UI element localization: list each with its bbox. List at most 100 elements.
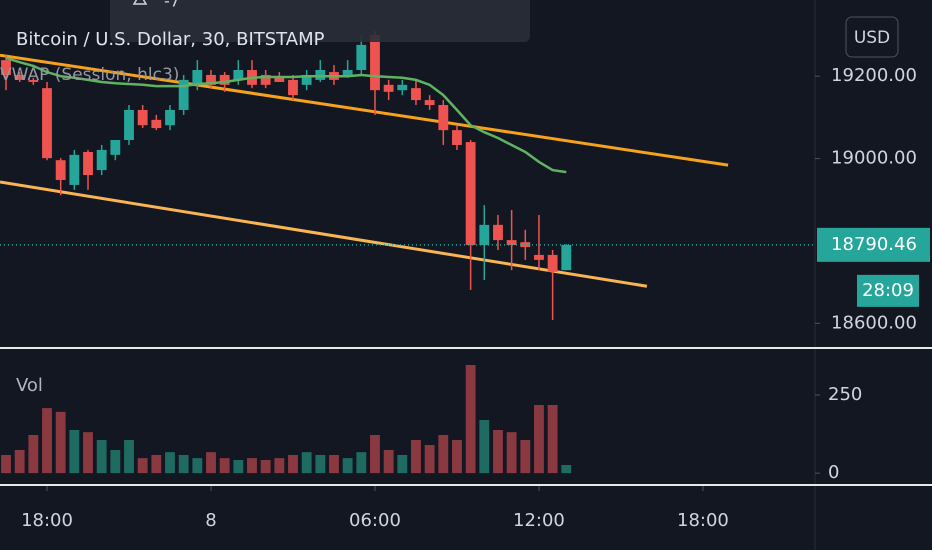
candle-body xyxy=(479,224,490,246)
volume-pane xyxy=(1,365,572,474)
volume-bar xyxy=(315,455,326,474)
volume-bar xyxy=(397,455,408,474)
volume-bar xyxy=(124,440,134,474)
candle-body xyxy=(397,84,408,91)
candle-body xyxy=(356,44,367,71)
candle-body xyxy=(288,79,298,96)
candle-body xyxy=(383,84,394,92)
volume-bar xyxy=(151,455,162,474)
y-tick-label: 19000.00 xyxy=(831,148,917,169)
volume-bar xyxy=(260,460,271,474)
volume-bar xyxy=(547,405,558,474)
candle-body xyxy=(260,74,271,85)
candle-body xyxy=(178,79,189,110)
candle-body xyxy=(151,119,162,129)
candle-body xyxy=(520,242,531,248)
candle-body xyxy=(55,160,66,180)
volume-bar xyxy=(165,452,175,474)
candle-body xyxy=(165,109,175,126)
volume-bar xyxy=(206,452,216,474)
volume-bar xyxy=(465,365,476,474)
tooltip-text: -7 xyxy=(164,0,180,11)
volume-bar xyxy=(342,458,353,474)
x-tick-label: 8 xyxy=(205,510,216,531)
volume-bar xyxy=(28,435,39,474)
candle-body xyxy=(465,142,476,246)
volume-bar xyxy=(506,432,517,474)
x-tick-label: 18:00 xyxy=(21,510,73,531)
currency-label[interactable]: USD xyxy=(854,28,890,48)
candle-body xyxy=(124,109,134,141)
volume-bar xyxy=(534,405,544,474)
candle-body xyxy=(274,77,285,82)
candle-body xyxy=(28,79,39,82)
volume-bar xyxy=(479,420,490,474)
currency-button[interactable] xyxy=(845,16,899,58)
volume-label: Vol xyxy=(16,375,43,396)
volume-bar xyxy=(452,440,462,474)
candle-body xyxy=(110,140,121,155)
candle-body xyxy=(192,70,203,85)
countdown-box xyxy=(857,274,919,307)
candle-body xyxy=(424,100,435,106)
candle-body xyxy=(506,240,517,246)
last-price-label: 18790.46 xyxy=(831,234,917,255)
vwap-line xyxy=(5,56,567,174)
volume-bar xyxy=(383,450,394,474)
volume-bar xyxy=(42,408,52,474)
candle-body xyxy=(42,88,52,159)
volume-bar xyxy=(411,440,421,474)
volume-bar xyxy=(137,458,148,474)
x-tick-label: 12:00 xyxy=(513,510,565,531)
candle-body xyxy=(137,109,148,126)
volume-bar xyxy=(83,432,93,474)
volume-bar xyxy=(233,460,244,474)
candle-body xyxy=(438,105,449,131)
volume-bar xyxy=(14,450,25,474)
volume-bar xyxy=(55,411,66,474)
candle-body xyxy=(370,35,380,91)
candle-body xyxy=(493,224,503,241)
candle-body xyxy=(206,74,216,85)
candle-body xyxy=(561,244,572,271)
volume-bar xyxy=(520,440,531,474)
candle-body xyxy=(547,254,558,272)
volume-bar xyxy=(69,430,80,474)
trend-line xyxy=(0,53,729,167)
volume-tick-label: 250 xyxy=(828,384,862,405)
volume-bar xyxy=(424,445,435,474)
candle-body xyxy=(452,130,462,145)
indicator-label: VWAP (Session, hlc3) xyxy=(0,65,179,85)
candle-body xyxy=(219,74,230,85)
candle-body xyxy=(534,254,544,260)
volume-tick-label: 0 xyxy=(828,462,839,483)
candle-body xyxy=(233,70,244,80)
tooltip-icon xyxy=(132,0,148,5)
y-tick-label: 19200.00 xyxy=(831,65,917,86)
volume-bar xyxy=(288,455,298,474)
volume-bar xyxy=(561,465,572,474)
volume-bar xyxy=(438,435,449,474)
candle-body xyxy=(342,70,353,75)
candle-body xyxy=(14,74,25,80)
candle-body xyxy=(411,88,421,101)
chart-title: Bitcoin / U.S. Dollar, 30, BITSTAMP xyxy=(16,29,325,50)
volume-bar xyxy=(110,450,121,474)
price-pane xyxy=(0,30,815,320)
candle-body xyxy=(83,151,93,176)
volume-bar xyxy=(329,455,339,474)
y-tick-label: 18600.00 xyxy=(831,312,917,333)
volume-bar xyxy=(301,452,312,474)
countdown-label: 28:09 xyxy=(862,280,914,301)
tooltip-box xyxy=(110,0,530,42)
x-tick-label: 06:00 xyxy=(349,510,401,531)
volume-bar xyxy=(1,455,11,474)
volume-bar xyxy=(493,430,503,474)
volume-bar xyxy=(274,458,285,474)
candle-body xyxy=(96,149,107,171)
last-price-box xyxy=(817,227,930,262)
volume-bar xyxy=(96,440,107,474)
volume-bar xyxy=(356,452,367,474)
